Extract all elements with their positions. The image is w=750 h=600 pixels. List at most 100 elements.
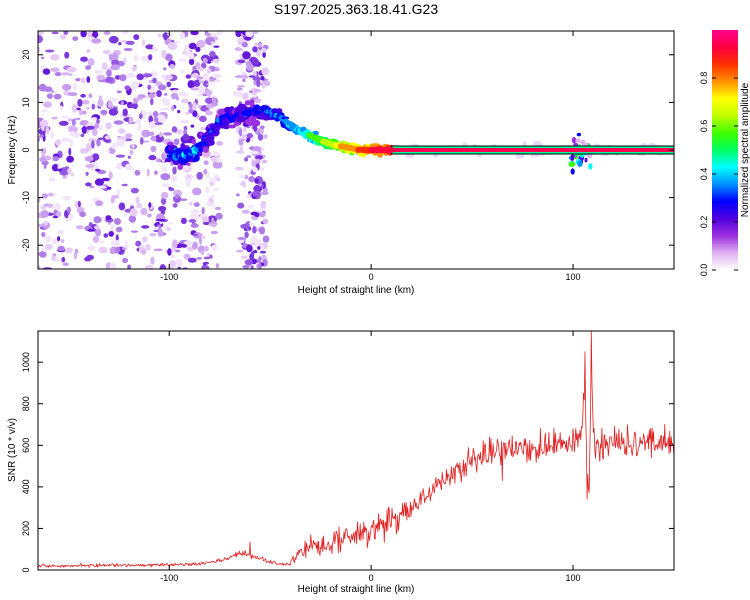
noise-blob <box>120 101 124 106</box>
noise-blob <box>251 160 257 167</box>
noise-blob <box>146 168 150 177</box>
noise-blob <box>125 163 132 171</box>
noise-blob <box>67 213 74 221</box>
noise-blob <box>212 160 223 169</box>
noise-blob <box>176 259 183 267</box>
noise-blob <box>202 80 209 88</box>
noise-blob <box>157 228 164 237</box>
noise-blob <box>62 175 68 179</box>
noise-blob <box>236 85 246 88</box>
noise-blob <box>164 53 173 61</box>
noise-blob <box>209 51 216 57</box>
noise-blob <box>38 35 43 44</box>
y-tick-label: 400 <box>21 479 31 494</box>
noise-blob <box>208 78 216 82</box>
noise-blob <box>158 205 167 212</box>
snr-panel: -100 0 100 0 200 400 600 800 1000 Height of str… <box>7 330 675 595</box>
noise-blob <box>199 66 204 72</box>
noise-blob <box>192 187 202 196</box>
noise-blob <box>74 117 81 121</box>
noise-blob <box>245 195 251 199</box>
noise-blob <box>122 244 129 248</box>
noise-blob <box>211 101 218 107</box>
signal-blob <box>570 154 574 162</box>
noise-blob <box>123 213 128 217</box>
noise-blob <box>169 64 175 69</box>
noise-blob <box>43 86 53 92</box>
noise-blob <box>161 74 166 80</box>
noise-blob <box>40 147 47 155</box>
noise-blob <box>40 56 45 60</box>
noise-blob <box>75 78 81 82</box>
noise-blob <box>130 187 139 194</box>
noise-blob <box>142 140 150 143</box>
noise-blob <box>244 157 249 162</box>
noise-blob <box>240 145 244 152</box>
noise-blob <box>203 168 208 175</box>
noise-blob <box>157 84 167 91</box>
noise-blob <box>108 171 113 180</box>
noise-blob <box>87 228 95 232</box>
noise-blob <box>46 93 53 99</box>
noise-blob <box>162 183 170 188</box>
noise-blob <box>94 178 104 186</box>
noise-blob <box>126 72 136 78</box>
noise-blob <box>94 70 104 75</box>
noise-blob <box>133 34 140 41</box>
colorbar-tick-label: 0.6 <box>699 120 709 133</box>
noise-blob <box>203 221 210 226</box>
noise-blob <box>145 44 155 50</box>
noise-blob <box>68 126 79 133</box>
noise-blob <box>107 100 113 109</box>
noise-blob <box>61 83 72 91</box>
noise-blob <box>212 58 220 64</box>
noise-blob <box>148 93 156 99</box>
noise-blob <box>188 201 193 206</box>
y-tick-label: 20 <box>21 50 31 60</box>
noise-blob <box>62 262 69 267</box>
noise-blob <box>145 244 151 251</box>
noise-blob <box>250 211 258 216</box>
noise-blob <box>54 203 62 211</box>
noise-blob <box>91 140 95 149</box>
signal-blob <box>588 163 593 170</box>
noise-blob <box>81 126 87 134</box>
noise-blob <box>215 263 219 269</box>
noise-blob <box>108 98 118 102</box>
noise-blob <box>51 116 58 120</box>
noise-blob <box>255 50 261 57</box>
noise-blob <box>197 85 207 94</box>
noise-blob <box>240 133 249 139</box>
noise-blob <box>178 91 189 97</box>
noise-blob <box>110 196 115 204</box>
noise-blob <box>180 120 188 123</box>
noise-blob <box>150 135 157 142</box>
noise-blob <box>180 217 187 225</box>
noise-blob <box>262 159 268 164</box>
noise-blob <box>203 160 209 165</box>
noise-blob <box>41 109 48 113</box>
noise-blob <box>251 236 258 244</box>
noise-blob <box>205 89 213 96</box>
noise-blob <box>85 171 89 176</box>
signal-blob <box>241 106 250 110</box>
noise-blob <box>163 32 168 41</box>
noise-blob <box>50 67 60 72</box>
noise-blob <box>214 152 220 157</box>
x-tick-label: -100 <box>160 272 178 282</box>
noise-blob <box>256 79 261 88</box>
noise-blob <box>70 139 74 147</box>
colorbar: 0.0 0.2 0.4 0.6 0.8 Normalized spectral ampl… <box>699 30 750 276</box>
noise-blob <box>199 115 207 123</box>
noise-blob <box>80 99 90 105</box>
noise-blob <box>260 167 265 171</box>
noise-blob <box>167 42 178 51</box>
noise-blob <box>39 157 47 162</box>
noise-blob <box>184 173 193 183</box>
noise-blob <box>175 96 180 101</box>
noise-blob <box>188 219 196 223</box>
noise-blob <box>168 221 173 225</box>
noise-blob <box>214 79 221 83</box>
noise-blob <box>257 246 261 250</box>
noise-blob <box>199 245 204 249</box>
